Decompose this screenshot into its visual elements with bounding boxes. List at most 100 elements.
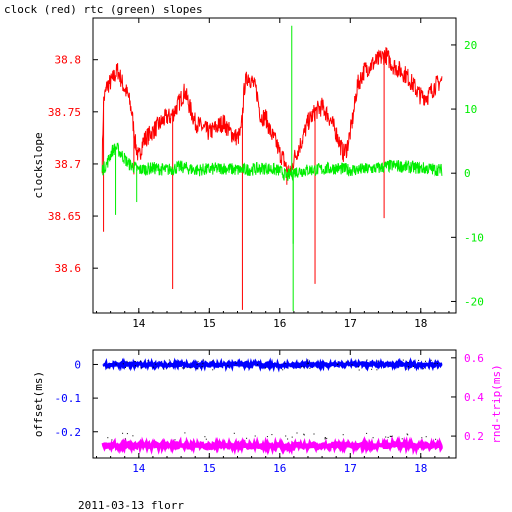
offset-outlier	[358, 366, 359, 368]
offset-outlier	[436, 363, 438, 364]
roundtrip-outlier	[184, 432, 186, 434]
roundtrip-outlier	[132, 435, 134, 437]
x-tick-label: 16	[273, 317, 286, 330]
roundtrip-outlier	[324, 437, 326, 439]
roundtrip-outlier	[296, 432, 298, 434]
offset-outlier	[140, 360, 141, 362]
x-tick-label: 14	[132, 317, 146, 330]
offset-outlier	[140, 367, 142, 369]
roundtrip-outlier	[205, 438, 207, 440]
roundtrip-outlier	[204, 436, 206, 438]
roundtrip-outlier	[342, 434, 344, 436]
roundtrip-outlier	[406, 433, 408, 435]
offset-outlier	[202, 359, 204, 361]
offset-outlier	[366, 359, 368, 361]
y2-axis-label: rnd-trip(ms)	[490, 364, 503, 443]
plot-frame-0	[92, 17, 457, 314]
offset-outlier	[126, 361, 128, 363]
offset-outlier	[377, 360, 379, 362]
offset-outlier	[434, 363, 436, 365]
roundtrip-outlier	[124, 438, 126, 440]
roundtrip-outlier	[313, 433, 315, 435]
offset-outlier	[306, 363, 308, 365]
y2-tick-label: 0.4	[464, 391, 484, 404]
offset-outlier	[183, 367, 185, 369]
y2-tick-label: 0	[464, 167, 471, 180]
offset-outlier	[134, 361, 136, 362]
roundtrip-outlier	[324, 438, 326, 440]
offset-outlier	[337, 363, 339, 365]
offset-outlier	[307, 363, 309, 364]
offset-outlier	[376, 369, 378, 371]
offset-outlier	[227, 365, 229, 367]
footer-date-host: 2011-03-13 florr	[78, 499, 184, 512]
chart-title: clock (red) rtc (green) slopes	[4, 3, 203, 16]
roundtrip-outlier	[389, 435, 391, 437]
offset-outlier	[108, 367, 110, 369]
roundtrip-outlier	[421, 437, 423, 439]
x-tick-label: 15	[203, 462, 216, 475]
roundtrip-outlier	[174, 439, 176, 441]
roundtrip-outlier	[254, 435, 256, 437]
offset-outlier	[282, 369, 284, 371]
offset-outlier	[358, 369, 360, 371]
offset-outlier	[201, 366, 203, 368]
roundtrip-outlier	[401, 438, 403, 440]
x-tick-label: 15	[203, 317, 216, 330]
y-tick-label: 38.8	[55, 54, 82, 67]
offset-outlier	[307, 359, 309, 361]
clock-series-line	[101, 47, 443, 178]
offset-outlier	[425, 360, 426, 362]
y-tick-label: 38.65	[48, 210, 81, 223]
offset-outlier	[345, 361, 347, 363]
roundtrip-outlier	[435, 438, 437, 440]
offset-outlier	[430, 359, 432, 361]
roundtrip-outlier	[111, 439, 113, 441]
offset-outlier	[371, 368, 373, 370]
y-axis-label: clockslope	[32, 132, 45, 198]
offset-outlier	[125, 366, 126, 368]
offset-outlier	[351, 364, 353, 366]
offset-outlier	[196, 368, 198, 370]
offset-outlier	[212, 369, 214, 371]
roundtrip-outlier	[287, 438, 289, 440]
plot-frame-1	[92, 349, 457, 459]
roundtrip-outlier	[271, 434, 273, 436]
roundtrip-outlier	[303, 433, 305, 435]
y2-tick-label: 0.2	[464, 430, 484, 443]
roundtrip-outlier	[122, 432, 124, 434]
x-tick-label: 17	[344, 462, 357, 475]
offset-outlier	[197, 360, 199, 362]
roundtrip-outlier	[233, 432, 235, 434]
roundtrip-outlier	[390, 436, 392, 437]
roundtrip-outlier	[326, 437, 328, 439]
y-tick-label: 38.6	[55, 262, 82, 275]
offset-outlier	[168, 359, 170, 361]
offset-outlier	[155, 363, 157, 365]
offset-outlier	[309, 367, 311, 369]
offset-outlier	[235, 362, 237, 364]
roundtrip-outlier	[266, 436, 268, 438]
roundtrip-series-band	[101, 435, 444, 456]
roundtrip-outlier	[425, 436, 427, 438]
offset-outlier	[189, 367, 191, 369]
offset-outlier	[303, 366, 305, 368]
offset-outlier	[307, 361, 309, 363]
y-tick-label: 38.75	[48, 106, 81, 119]
offset-outlier	[418, 359, 420, 361]
offset-outlier	[202, 363, 204, 365]
offset-outlier	[284, 362, 286, 364]
roundtrip-outlier	[407, 434, 409, 436]
x-tick-label: 14	[132, 462, 146, 475]
roundtrip-outlier	[126, 433, 128, 435]
y-tick-label: 38.7	[55, 158, 82, 171]
offset-outlier	[422, 368, 424, 370]
offset-outlier	[336, 364, 338, 365]
offset-outlier	[168, 363, 169, 365]
y2-tick-label: 0.6	[464, 352, 484, 365]
offset-series-band	[102, 357, 443, 373]
roundtrip-outlier	[303, 434, 305, 436]
roundtrip-outlier	[366, 432, 368, 434]
offset-outlier	[147, 360, 149, 362]
